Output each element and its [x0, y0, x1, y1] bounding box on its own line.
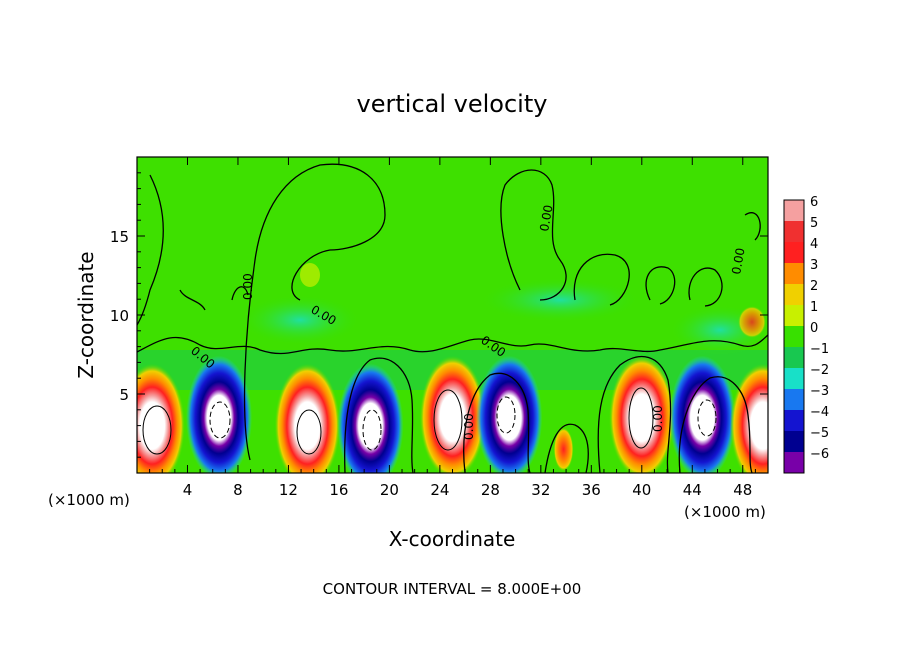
zero-contour [179, 289, 206, 311]
colorbar-tick-label: 0 [810, 321, 818, 336]
inner-contour-negative [209, 401, 231, 439]
contour-interval-note: CONTOUR INTERVAL = 8.000E+00 [323, 580, 582, 598]
zero-contour [243, 163, 386, 461]
colorbar-swatch [784, 263, 804, 285]
inner-contour-negative [362, 409, 382, 451]
zero-contour [744, 212, 761, 241]
field-patch-cyan [240, 295, 360, 345]
velocity-cell-down [186, 355, 253, 473]
colorbar-swatch [784, 284, 804, 306]
zero-contour [573, 253, 630, 306]
zero-contour [344, 357, 414, 473]
x-tick-label: 24 [430, 481, 449, 499]
contour-label: 0.00 [537, 204, 555, 233]
field-patch-warm [738, 306, 766, 338]
y-tick-label: 10 [110, 307, 129, 325]
x-tick-label: 12 [279, 481, 298, 499]
y-tick-label: 15 [110, 228, 129, 246]
x-tick-label: 8 [233, 481, 243, 499]
contour-label: 0.00 [729, 247, 747, 276]
colorbar-tick-label: −1 [810, 342, 829, 357]
colorbar-tick-label: −6 [810, 447, 829, 462]
x-tick-label: 44 [683, 481, 702, 499]
zero-contour [645, 266, 676, 305]
colorbar-swatch [784, 221, 804, 243]
zero-contour [463, 372, 531, 473]
colorbar-swatch [784, 389, 804, 411]
zero-contour [688, 267, 723, 307]
inner-contour [142, 405, 172, 455]
zero-contour [500, 169, 567, 301]
x-tick-label: 16 [329, 481, 348, 499]
colorbar-swatch [784, 305, 804, 327]
zero-contour [137, 174, 164, 326]
field-patch-cyan [480, 278, 640, 322]
colorbar-swatch [784, 326, 804, 348]
field-patch-warm [300, 263, 320, 287]
inner-contour-negative [496, 396, 516, 434]
zero-contour [544, 423, 589, 473]
colorbar-tick-label: 2 [810, 279, 818, 294]
contour-label: 0.00 [462, 413, 476, 440]
colorbar-tick-label: 5 [810, 216, 818, 231]
colorbar-tick-label: 1 [810, 300, 818, 315]
x-tick-label: 4 [183, 481, 193, 499]
colorbar: 6 5 4 3 2 1 0 −1 −2 −3 −4 −5 −6 [783, 195, 829, 474]
velocity-cell-up [137, 363, 186, 473]
colorbar-tick-label: 6 [810, 195, 818, 210]
colorbar-frame [783, 199, 805, 474]
colorbar-tick-label: −4 [810, 405, 829, 420]
contour-label: 0.00 [651, 405, 665, 432]
colorbar-swatch [784, 410, 804, 432]
contour-label: 0.00 [241, 273, 255, 300]
y-axis-label: Z-coordinate [74, 251, 98, 378]
colorbar-swatch [784, 200, 804, 222]
inner-contour [628, 387, 654, 449]
colorbar-swatch [784, 431, 804, 453]
colorbar-swatch [784, 242, 804, 264]
velocity-cells [137, 355, 768, 473]
velocity-cell-up [274, 363, 341, 473]
velocity-cell-up [608, 355, 675, 473]
x-axis: 4 8 12 16 20 24 28 32 36 40 44 48 [149, 157, 756, 499]
x-tick-label: 36 [582, 481, 601, 499]
colorbar-tick-label: −3 [810, 384, 829, 399]
x-tick-label: 20 [380, 481, 399, 499]
colorbar-tick-label: −5 [810, 426, 829, 441]
x-unit-left: (×1000 m) [48, 491, 130, 509]
x-tick-label: 48 [733, 481, 752, 499]
velocity-cell-down [476, 355, 543, 473]
zero-contour [137, 334, 768, 355]
inner-contours [142, 387, 717, 455]
y-tick-label: 5 [119, 386, 129, 404]
inner-contour [296, 409, 322, 455]
colorbar-tick-label: 3 [810, 258, 818, 273]
velocity-cell-down [337, 363, 404, 473]
x-tick-label: 40 [632, 481, 651, 499]
inner-contour-negative [697, 399, 717, 437]
zero-contour [231, 286, 249, 301]
x-axis-label: X-coordinate [389, 527, 516, 551]
zero-contour [678, 376, 753, 473]
velocity-cell-up [553, 427, 574, 472]
zero-contour [597, 356, 672, 473]
inner-contour [433, 389, 463, 451]
chart-title: vertical velocity [357, 90, 548, 118]
y-axis: 5 10 15 [110, 172, 768, 458]
x-tick-label: 32 [531, 481, 550, 499]
colorbar-tick-label: −2 [810, 363, 829, 378]
colorbar-swatch [784, 452, 804, 474]
zero-contours [137, 163, 768, 473]
plot-area: 0.00 0.00 0.00 0.00 0.00 0.00 0.00 0.00 [137, 157, 768, 473]
x-tick-label: 28 [481, 481, 500, 499]
colorbar-swatch [784, 368, 804, 390]
velocity-cell-up [419, 355, 486, 473]
x-unit-right: (×1000 m) [684, 503, 766, 521]
velocity-cell-down [669, 355, 736, 473]
colorbar-tick-label: 4 [810, 237, 818, 252]
colorbar-swatch [784, 347, 804, 369]
